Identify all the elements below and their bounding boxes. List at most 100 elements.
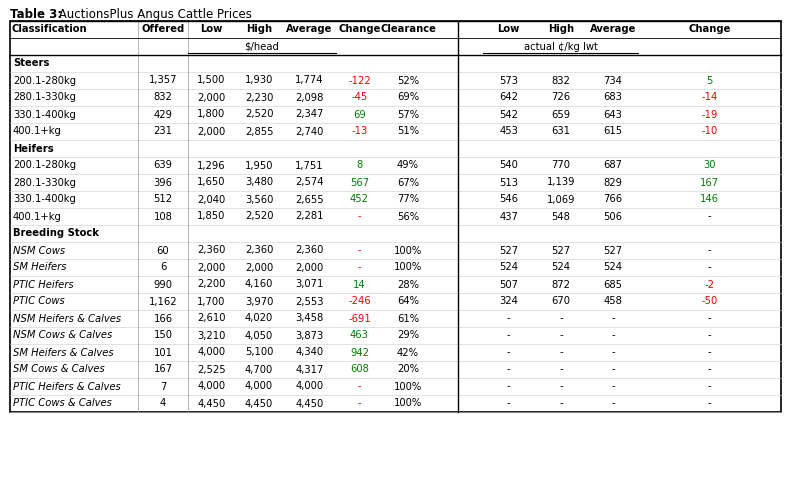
Text: 4,317: 4,317: [295, 365, 324, 374]
Text: High: High: [548, 25, 574, 34]
Text: Offered: Offered: [142, 25, 184, 34]
Text: 14: 14: [354, 280, 365, 289]
Text: 280.1-330kg: 280.1-330kg: [13, 177, 76, 187]
Text: 67%: 67%: [397, 177, 419, 187]
Text: 527: 527: [551, 245, 570, 256]
Text: 146: 146: [700, 195, 719, 204]
Text: 4,450: 4,450: [295, 398, 324, 409]
Text: 167: 167: [700, 177, 719, 187]
Text: NSM Cows & Calves: NSM Cows & Calves: [13, 330, 112, 341]
Text: 548: 548: [551, 212, 570, 222]
Text: PTIC Heifers: PTIC Heifers: [13, 280, 74, 289]
Text: 49%: 49%: [397, 160, 419, 170]
Text: 615: 615: [604, 127, 623, 137]
Text: 1,500: 1,500: [197, 75, 225, 85]
Text: 150: 150: [153, 330, 172, 341]
Text: 1,139: 1,139: [547, 177, 575, 187]
Text: -: -: [358, 262, 361, 272]
Text: -: -: [611, 382, 615, 392]
Text: 542: 542: [499, 110, 518, 119]
Text: 30: 30: [703, 160, 716, 170]
Text: 4: 4: [160, 398, 166, 409]
Text: Low: Low: [200, 25, 223, 34]
Text: Steers: Steers: [13, 58, 49, 69]
Text: -50: -50: [702, 297, 717, 307]
Text: Low: Low: [498, 25, 520, 34]
Text: 3,480: 3,480: [245, 177, 273, 187]
Text: 2,655: 2,655: [295, 195, 324, 204]
Text: Heifers: Heifers: [13, 143, 54, 154]
Text: 69: 69: [353, 110, 366, 119]
Text: 1,800: 1,800: [198, 110, 225, 119]
Text: 2,281: 2,281: [295, 212, 324, 222]
Text: SM Heifers & Calves: SM Heifers & Calves: [13, 347, 114, 357]
Text: 4,450: 4,450: [245, 398, 273, 409]
Text: 437: 437: [499, 212, 518, 222]
Text: 643: 643: [604, 110, 623, 119]
Text: PTIC Heifers & Calves: PTIC Heifers & Calves: [13, 382, 121, 392]
Text: 527: 527: [604, 245, 623, 256]
Text: -: -: [611, 330, 615, 341]
Text: 100%: 100%: [394, 262, 422, 272]
Text: 324: 324: [499, 297, 518, 307]
Text: 3,210: 3,210: [197, 330, 225, 341]
Text: 2,553: 2,553: [295, 297, 324, 307]
Text: -: -: [708, 398, 711, 409]
Text: 3,560: 3,560: [244, 195, 273, 204]
Text: 5: 5: [706, 75, 713, 85]
Text: 4,000: 4,000: [295, 382, 324, 392]
Text: 2,040: 2,040: [198, 195, 225, 204]
Text: AuctionsPlus Angus Cattle Prices: AuctionsPlus Angus Cattle Prices: [55, 8, 252, 21]
Text: Change: Change: [339, 25, 380, 34]
Text: 642: 642: [499, 93, 518, 102]
Text: 726: 726: [551, 93, 570, 102]
Text: -: -: [559, 398, 563, 409]
Text: -: -: [611, 347, 615, 357]
Text: 60: 60: [157, 245, 169, 256]
Text: 2,000: 2,000: [198, 262, 225, 272]
Text: 546: 546: [499, 195, 518, 204]
Text: -: -: [708, 365, 711, 374]
Text: 829: 829: [604, 177, 623, 187]
Text: -: -: [559, 382, 563, 392]
Text: 8: 8: [357, 160, 362, 170]
Text: 4,340: 4,340: [295, 347, 324, 357]
Text: 56%: 56%: [397, 212, 419, 222]
Text: -: -: [611, 398, 615, 409]
Text: 101: 101: [153, 347, 172, 357]
Text: 524: 524: [604, 262, 623, 272]
Text: 4,000: 4,000: [245, 382, 273, 392]
Text: 639: 639: [153, 160, 172, 170]
Text: 3,873: 3,873: [295, 330, 324, 341]
Text: -: -: [358, 398, 361, 409]
Text: 453: 453: [499, 127, 518, 137]
Text: Table 3:: Table 3:: [10, 8, 62, 21]
Text: -: -: [507, 313, 510, 324]
Text: SM Heifers: SM Heifers: [13, 262, 66, 272]
Text: 4,450: 4,450: [198, 398, 225, 409]
Text: -: -: [611, 313, 615, 324]
Text: 100%: 100%: [394, 398, 422, 409]
Text: 2,525: 2,525: [197, 365, 225, 374]
Text: 100%: 100%: [394, 245, 422, 256]
Text: 400.1+kg: 400.1+kg: [13, 127, 62, 137]
Text: 231: 231: [153, 127, 172, 137]
Text: 458: 458: [604, 297, 623, 307]
Text: 2,360: 2,360: [295, 245, 324, 256]
Text: 4,050: 4,050: [245, 330, 273, 341]
Text: 2,000: 2,000: [198, 127, 225, 137]
Text: 167: 167: [153, 365, 172, 374]
Text: 1,296: 1,296: [197, 160, 225, 170]
Text: 2,360: 2,360: [197, 245, 225, 256]
Text: Classification: Classification: [12, 25, 88, 34]
Text: 766: 766: [604, 195, 623, 204]
Text: 513: 513: [499, 177, 518, 187]
Text: -246: -246: [348, 297, 371, 307]
Text: 52%: 52%: [397, 75, 419, 85]
Text: -: -: [611, 365, 615, 374]
Text: 5,100: 5,100: [244, 347, 273, 357]
Text: 4,020: 4,020: [245, 313, 273, 324]
Text: 452: 452: [350, 195, 369, 204]
Text: SM Cows & Calves: SM Cows & Calves: [13, 365, 104, 374]
Text: 942: 942: [350, 347, 369, 357]
